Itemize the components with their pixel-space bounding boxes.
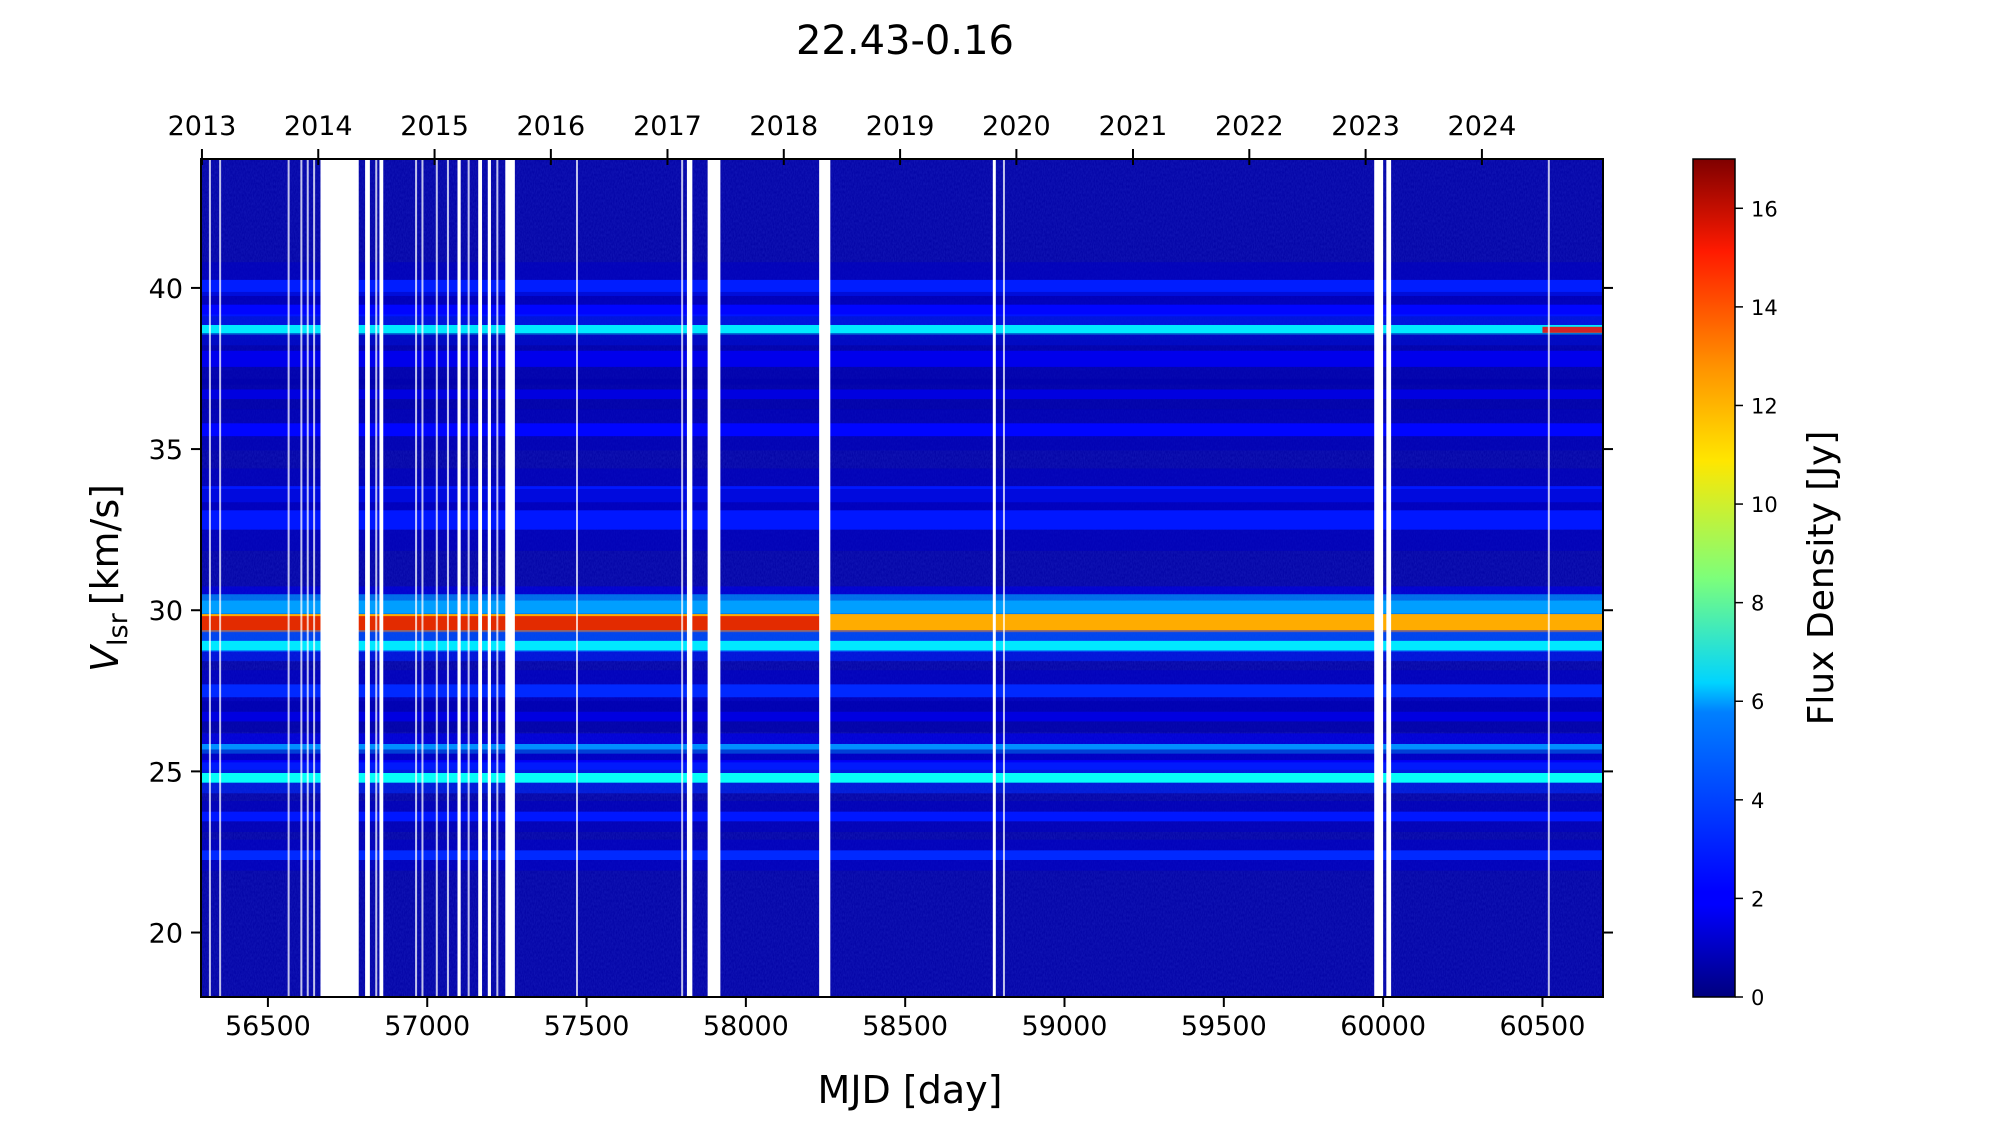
y-axis-right-ticks [1603, 286, 1613, 934]
year-tick-label: 2023 [1331, 111, 1400, 142]
colorbar-tick-label: 10 [1751, 493, 1778, 517]
y-tick-label: 35 [149, 435, 183, 466]
colorbar-tick-label: 0 [1751, 986, 1764, 1010]
data-gap [686, 159, 693, 997]
colorbar-tick-label: 4 [1751, 789, 1764, 813]
thin-data-gap [435, 159, 438, 997]
x-tick-label: 58000 [703, 1011, 789, 1042]
thin-data-gap [1547, 159, 1550, 997]
y-tick-label: 40 [149, 274, 183, 305]
data-gap [478, 159, 483, 997]
colorbar-axis: 0 2 4 6 8 10 12 14 16 [1735, 197, 1778, 1010]
thin-data-gap [313, 159, 316, 997]
colorbar-tick-label: 2 [1751, 887, 1764, 911]
peak-feature [201, 616, 323, 631]
x-tick-label: 57500 [544, 1011, 630, 1042]
x-axis: 56500 57000 57500 58000 58500 59000 59500 60000… [225, 997, 1585, 1042]
thin-data-gap [300, 159, 303, 997]
x-tick-label: 57000 [384, 1011, 470, 1042]
data-gap [487, 159, 491, 997]
x-tick-label: 59000 [1022, 1011, 1108, 1042]
thin-data-gap [496, 159, 499, 997]
y-tick-label: 20 [149, 919, 183, 950]
emission-band [201, 811, 1603, 822]
thin-data-gap [306, 159, 309, 997]
thin-data-gap [1002, 159, 1005, 997]
x-tick-label: 56500 [225, 1011, 311, 1042]
heatmap-area [201, 159, 1603, 997]
colorbar-label: Flux Density [Jy] [1801, 431, 1842, 726]
year-tick-label: 2013 [168, 111, 237, 142]
thin-data-gap [467, 159, 470, 997]
data-gap [505, 159, 515, 997]
year-tick-label: 2021 [1099, 111, 1168, 142]
thin-data-gap [219, 159, 222, 997]
plot-frame [200, 158, 1604, 998]
x-tick-label: 59500 [1181, 1011, 1267, 1042]
x-axis-label: MJD [day] [818, 1068, 1003, 1112]
chart-title: 22.43-0.16 [796, 18, 1014, 64]
emission-band [201, 640, 1603, 651]
data-gap [365, 159, 370, 997]
thin-data-gap [575, 159, 578, 997]
emission-band [201, 324, 1603, 335]
data-gap [457, 159, 461, 997]
colorbar-tick-label: 6 [1751, 690, 1764, 714]
data-gap [320, 159, 359, 997]
thin-data-gap [993, 159, 996, 997]
year-tick-label: 2017 [633, 111, 702, 142]
x-tick-label: 58500 [862, 1011, 948, 1042]
data-gap [1374, 159, 1384, 997]
y-axis: 20 25 30 35 40 [149, 274, 201, 950]
emission-band [201, 304, 1603, 317]
emission-band [201, 350, 1603, 367]
emission-band [201, 684, 1603, 698]
year-tick-label: 2024 [1448, 111, 1517, 142]
year-tick-label: 2020 [982, 111, 1051, 142]
colorbar [1692, 158, 1736, 998]
colorbar-tick-label: 12 [1751, 394, 1778, 418]
thin-data-gap [287, 159, 290, 997]
data-gap [1386, 159, 1392, 997]
late-peak-feature [1542, 326, 1603, 333]
emission-band [201, 711, 1603, 722]
emission-band [201, 423, 1603, 437]
top-year-axis: 2013 2014 2015 2016 2017 2018 2019 2020 2021 2022… [168, 111, 1517, 165]
year-tick-label: 2018 [749, 111, 818, 142]
emission-band [201, 772, 1603, 783]
thin-data-gap [421, 159, 424, 997]
y-axis-label: Vlsr[km/s] [83, 484, 134, 672]
data-gap [819, 159, 831, 997]
emission-band [201, 850, 1603, 861]
year-tick-label: 2015 [400, 111, 469, 142]
peak-feature [516, 616, 826, 631]
year-tick-label: 2014 [284, 111, 353, 142]
emission-band [201, 510, 1603, 530]
colorbar-tick-label: 8 [1751, 592, 1764, 616]
y-tick-label: 25 [149, 757, 183, 788]
year-tick-label: 2016 [517, 111, 586, 142]
year-tick-label: 2022 [1215, 111, 1284, 142]
colorbar-tick-label: 16 [1751, 197, 1778, 221]
thin-data-gap [208, 159, 211, 997]
thin-data-gap [375, 159, 378, 997]
thin-data-gap [446, 159, 449, 997]
x-tick-label: 60500 [1500, 1011, 1586, 1042]
emission-band [201, 743, 1603, 754]
y-tick-label: 30 [149, 596, 183, 627]
data-gap [707, 159, 721, 997]
colorbar-tick-label: 14 [1751, 296, 1778, 320]
x-tick-label: 60000 [1340, 1011, 1426, 1042]
emission-band [201, 389, 1603, 400]
thin-data-gap [415, 159, 418, 997]
data-gap [379, 159, 384, 997]
year-tick-label: 2019 [866, 111, 935, 142]
thin-data-gap [681, 159, 684, 997]
